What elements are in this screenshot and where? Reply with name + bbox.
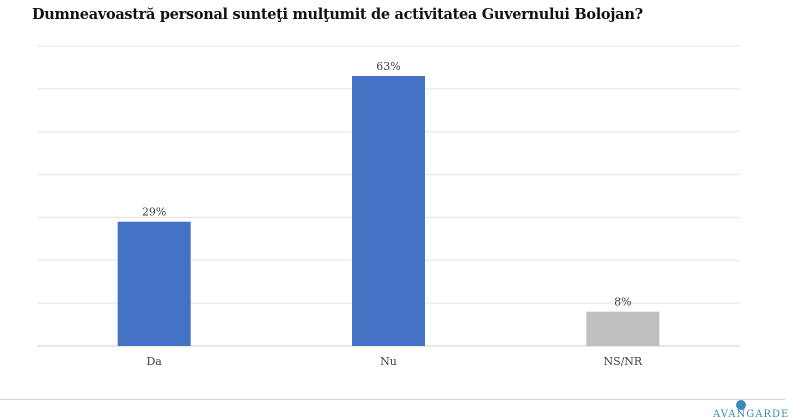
x-tick-label: Da <box>146 355 162 368</box>
bar-nu <box>352 76 425 346</box>
chart-title: Dumneavoastră personal sunteţi mulţumit … <box>32 6 643 23</box>
bar-da <box>117 221 191 346</box>
data-label: 63% <box>376 60 400 73</box>
logo-text: AVANGARDE <box>713 409 790 420</box>
bar-ns-nr <box>586 311 660 346</box>
x-tick-label: NS/NR <box>603 355 642 368</box>
logo-icon <box>736 400 746 410</box>
x-tick-label: Nu <box>380 355 397 368</box>
data-label: 8% <box>614 296 631 309</box>
footer-divider <box>0 399 785 400</box>
data-label: 29% <box>142 206 166 219</box>
avangarde-logo: AVANGARDE <box>705 400 788 420</box>
